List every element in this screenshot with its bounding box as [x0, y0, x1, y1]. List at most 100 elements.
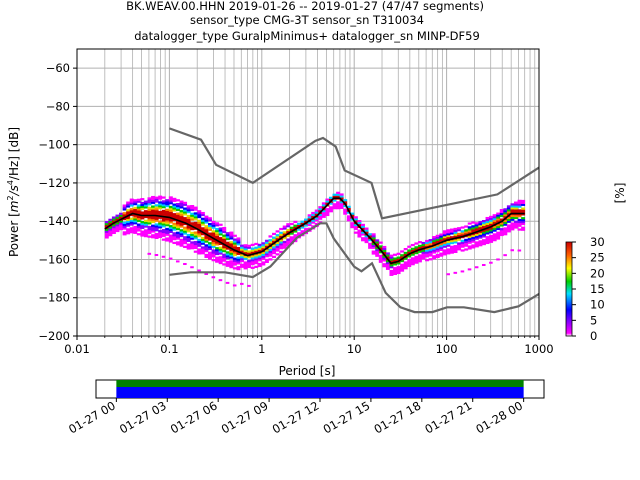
psd-cell: [151, 230, 156, 233]
psd-cell: [215, 235, 220, 238]
psd-cell: [151, 220, 156, 224]
psd-cell: [521, 209, 526, 212]
psd-cell: [204, 255, 209, 258]
psd-cell: [489, 219, 494, 222]
psd-cell: [439, 248, 444, 251]
psd-cell: [218, 258, 223, 261]
psd-cell: [140, 205, 145, 208]
x-tick-label: 100: [436, 342, 458, 356]
psd-cell: [172, 197, 177, 201]
psd-cell: [492, 218, 497, 221]
psd-cell: [514, 224, 518, 227]
psd-cell: [254, 258, 259, 261]
psd-cell: [250, 266, 255, 269]
psd-cell: [172, 205, 177, 208]
psd-cell: [190, 241, 195, 244]
psd-cell: [361, 223, 365, 226]
psd-cell: [218, 260, 223, 263]
psd-cell: [225, 247, 230, 250]
psd-cell: [158, 203, 163, 206]
psd-cell: [208, 251, 212, 254]
psd-cell: [478, 240, 483, 243]
psd-cell: [126, 222, 131, 225]
psd-cell: [517, 224, 522, 227]
psd-cell: [471, 232, 476, 236]
psd-cell: [129, 204, 134, 207]
psd-cell: [311, 219, 316, 222]
psd-cell: [229, 243, 234, 246]
psd-cell: [197, 242, 202, 245]
psd-cell: [211, 220, 216, 223]
psd-cell: [257, 243, 262, 247]
psd-cell: [407, 249, 412, 252]
psd-cell: [236, 252, 241, 255]
psd-cell: [133, 218, 138, 221]
psd-cell: [236, 258, 241, 261]
psd-cell: [179, 202, 184, 205]
psd-cell: [407, 255, 412, 258]
psd-cell: [272, 246, 277, 249]
psd-cell: [467, 228, 472, 231]
psd-cell: [407, 260, 412, 264]
psd-cell: [129, 229, 134, 232]
psd-cell: [314, 217, 319, 220]
psd-cell: [492, 227, 497, 230]
psd-cell: [254, 250, 259, 253]
psd-cell: [328, 208, 333, 211]
psd-cell: [175, 227, 180, 231]
psd-cell: [254, 265, 259, 269]
psd-cell: [236, 243, 241, 246]
psd-cell: [289, 238, 294, 241]
psd-cell: [190, 214, 195, 217]
psd-cell: [204, 225, 209, 228]
psd-cell: [467, 237, 472, 240]
psd-cell: [435, 246, 440, 249]
timeline-tick-label: 01-28 00: [473, 398, 525, 436]
psd-cell: [165, 237, 170, 240]
psd-cell: [179, 212, 184, 215]
psd-cell: [126, 211, 131, 214]
psd-cell: [151, 218, 156, 222]
psd-cell: [172, 234, 177, 237]
psd-cell: [211, 222, 216, 225]
psd-cell: [232, 242, 237, 245]
psd-cell: [403, 261, 408, 264]
psd-cell: [314, 211, 319, 214]
psd-cell: [204, 240, 209, 243]
psd-cell: [318, 208, 323, 211]
psd-cell: [200, 246, 205, 249]
psd-cell: [261, 244, 266, 247]
psd-cell: [307, 223, 312, 227]
title-line-2: sensor_type CMG-3T sensor_sn T310034: [190, 13, 424, 27]
psd-cell: [197, 248, 202, 251]
psd-cell: [410, 257, 415, 260]
psd-cell: [193, 233, 198, 236]
psd-cell: [353, 225, 358, 229]
psd-cell: [193, 250, 198, 253]
psd-cell: [254, 242, 259, 246]
psd-cell: [197, 219, 202, 222]
psd-cell: [211, 243, 216, 246]
psd-cell: [339, 195, 344, 198]
psd-cell: [168, 236, 173, 239]
psd-cell: [147, 199, 152, 202]
psd-cell: [200, 233, 205, 236]
psd-cell: [190, 247, 195, 250]
psd-cell: [175, 233, 180, 236]
psd-cell: [126, 224, 131, 227]
psd-cell: [296, 222, 301, 225]
psd-cell: [200, 227, 205, 230]
psd-cell: [296, 232, 301, 235]
psd-cell: [485, 222, 490, 225]
psd-cell: [521, 201, 526, 205]
psd-outlier-cell: [453, 271, 458, 274]
psd-cell: [474, 243, 479, 246]
psd-cell: [186, 235, 191, 239]
psd-cell: [197, 225, 202, 228]
psd-cell: [471, 227, 476, 230]
psd-cell: [158, 197, 163, 200]
psd-cell: [481, 231, 486, 234]
psd-cell: [364, 235, 369, 238]
psd-cell: [481, 241, 486, 244]
